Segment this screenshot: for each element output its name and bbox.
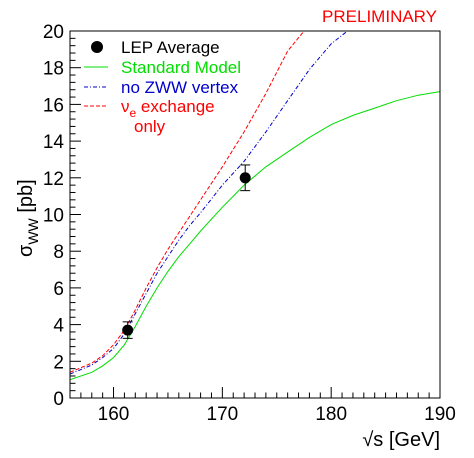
x-tick-label: 180 bbox=[315, 404, 347, 425]
x-tick-label: 190 bbox=[424, 404, 456, 425]
y-tick-label: 18 bbox=[43, 59, 64, 80]
legend-marker-lep-average bbox=[91, 41, 103, 53]
series-line-nozww bbox=[70, 31, 348, 375]
legend-label-nue-exchange: νe exchange bbox=[121, 97, 215, 120]
y-tick-label: 4 bbox=[53, 316, 64, 337]
y-axis-label-sub: WW bbox=[25, 217, 41, 244]
series-line-sm bbox=[70, 91, 440, 381]
y-tick-label: 12 bbox=[43, 169, 64, 190]
x-tick-label: 160 bbox=[98, 404, 130, 425]
y-tick-label: 2 bbox=[53, 352, 64, 373]
y-axis-label: σWW [pb] bbox=[15, 179, 41, 257]
legend-nue-symbol: ν bbox=[121, 97, 130, 116]
legend-label-nue-only: only bbox=[134, 117, 166, 136]
y-tick-label: 14 bbox=[43, 132, 65, 153]
y-tick-label: 16 bbox=[43, 95, 64, 116]
y-tick-label: 8 bbox=[53, 242, 64, 263]
x-axis-label: √s [GeV] bbox=[362, 429, 440, 451]
series-line-nue bbox=[70, 31, 305, 373]
legend-label-lep-average: LEP Average bbox=[121, 38, 220, 57]
data-point bbox=[239, 172, 251, 184]
legend-nue-suffix: exchange bbox=[136, 97, 214, 116]
y-tick-label: 0 bbox=[53, 389, 64, 410]
curves-layer bbox=[70, 31, 440, 381]
legend-nue-sub: e bbox=[130, 106, 137, 120]
x-tick-label: 170 bbox=[207, 404, 239, 425]
y-tick-label: 10 bbox=[43, 206, 64, 227]
legend-label-no-zww: no ZWW vertex bbox=[121, 78, 239, 97]
legend: LEP Average Standard Model no ZWW vertex… bbox=[84, 38, 241, 136]
y-axis-ticks: 0 2 4 6 8 10 12 14 16 18 20 bbox=[43, 22, 81, 410]
y-tick-label: 20 bbox=[43, 22, 64, 43]
preliminary-annotation: PRELIMINARY bbox=[322, 7, 437, 26]
x-axis-ticks: 160 170 180 190 bbox=[69, 387, 456, 425]
y-axis-label-main: σ bbox=[15, 244, 37, 257]
y-tick-label: 6 bbox=[53, 279, 64, 300]
data-points-layer bbox=[122, 164, 251, 339]
data-point bbox=[122, 324, 134, 336]
legend-label-standard-model: Standard Model bbox=[121, 58, 241, 77]
y-axis-label-unit: [pb] bbox=[15, 179, 37, 218]
